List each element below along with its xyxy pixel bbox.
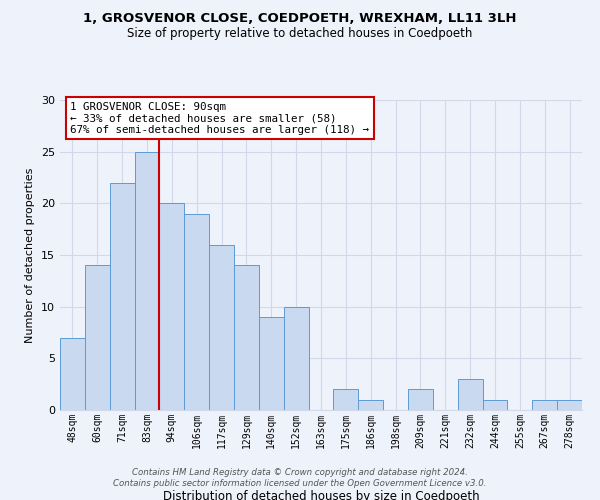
Bar xyxy=(358,400,383,410)
Bar xyxy=(184,214,209,410)
Text: Contains HM Land Registry data © Crown copyright and database right 2024.
Contai: Contains HM Land Registry data © Crown c… xyxy=(113,468,487,487)
Text: Size of property relative to detached houses in Coedpoeth: Size of property relative to detached ho… xyxy=(127,28,473,40)
Bar xyxy=(160,204,184,410)
Y-axis label: Number of detached properties: Number of detached properties xyxy=(25,168,35,342)
Bar xyxy=(259,317,284,410)
Bar xyxy=(284,306,308,410)
Bar xyxy=(532,400,557,410)
Bar xyxy=(482,400,508,410)
Bar xyxy=(458,379,482,410)
Bar xyxy=(85,266,110,410)
Text: 1 GROSVENOR CLOSE: 90sqm
← 33% of detached houses are smaller (58)
67% of semi-d: 1 GROSVENOR CLOSE: 90sqm ← 33% of detach… xyxy=(70,102,370,134)
Bar xyxy=(60,338,85,410)
Bar xyxy=(557,400,582,410)
Bar xyxy=(134,152,160,410)
Bar xyxy=(334,390,358,410)
X-axis label: Distribution of detached houses by size in Coedpoeth: Distribution of detached houses by size … xyxy=(163,490,479,500)
Bar xyxy=(234,266,259,410)
Text: 1, GROSVENOR CLOSE, COEDPOETH, WREXHAM, LL11 3LH: 1, GROSVENOR CLOSE, COEDPOETH, WREXHAM, … xyxy=(83,12,517,26)
Bar xyxy=(110,182,134,410)
Bar xyxy=(408,390,433,410)
Bar xyxy=(209,244,234,410)
